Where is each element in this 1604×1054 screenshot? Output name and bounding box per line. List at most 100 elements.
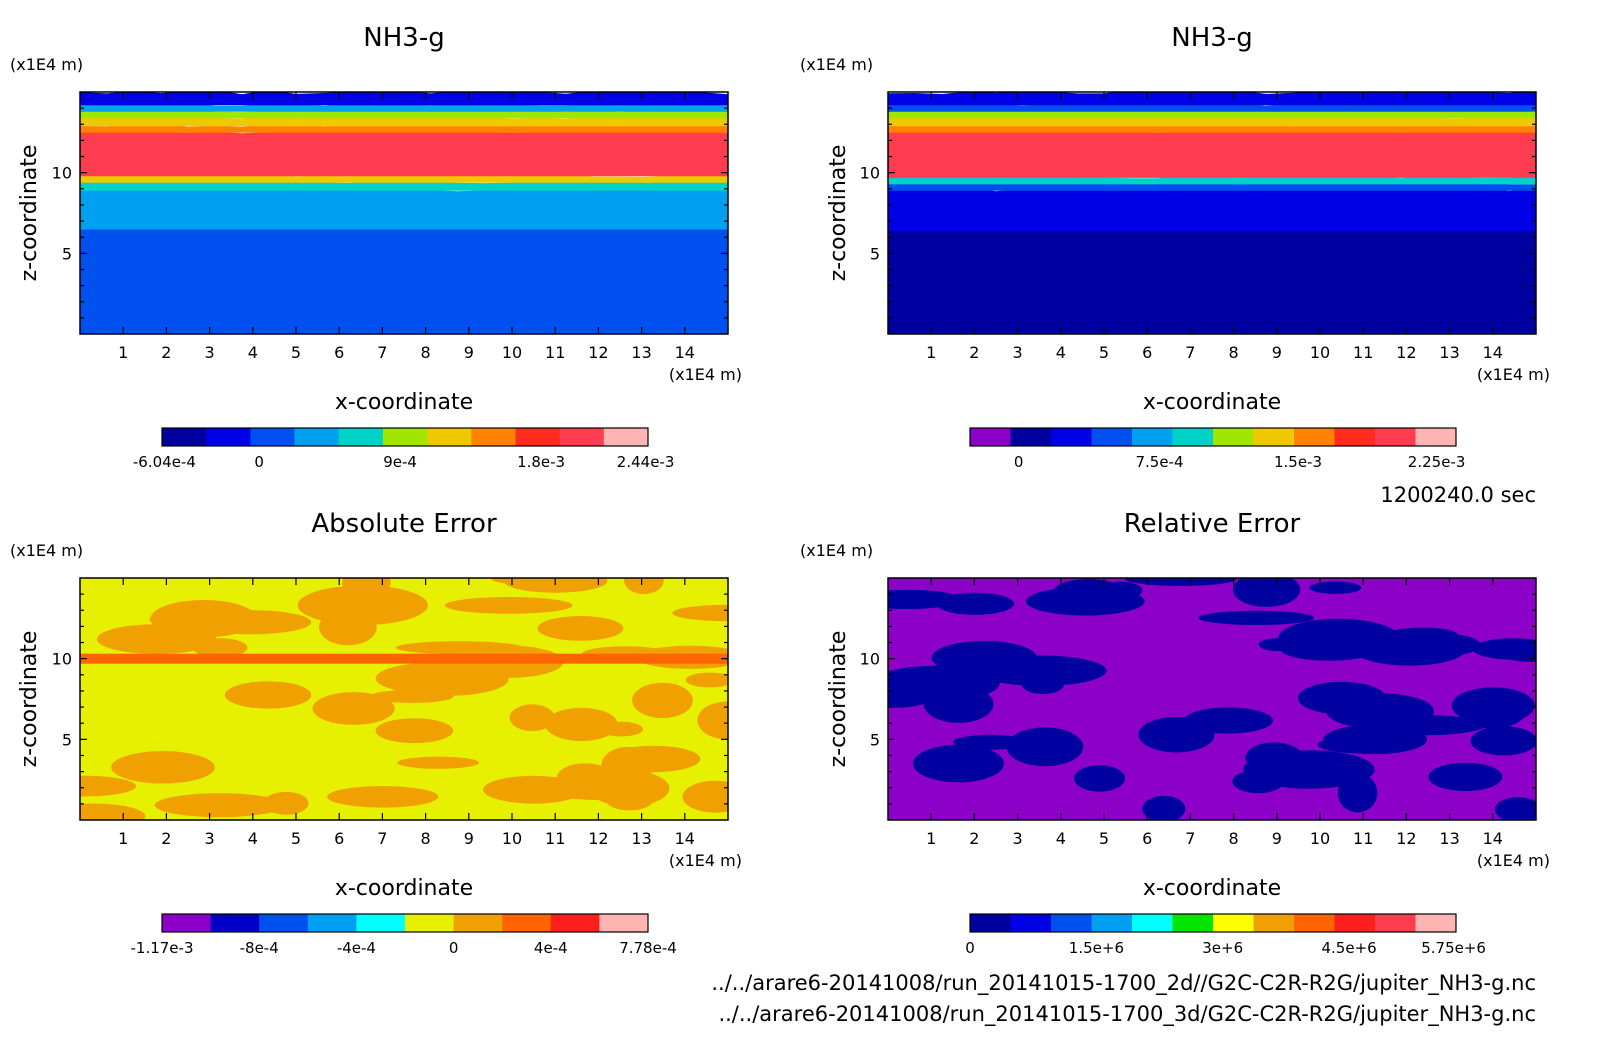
x-tick-label: 13 bbox=[631, 343, 651, 362]
contour-blob bbox=[537, 616, 624, 641]
contour-blob bbox=[96, 624, 216, 654]
x-tick-label: 13 bbox=[1439, 343, 1459, 362]
x-tick-label: 6 bbox=[334, 343, 344, 362]
colorbar-swatch bbox=[259, 914, 309, 932]
x-tick-label: 2 bbox=[161, 829, 171, 848]
contour-band bbox=[888, 229, 1536, 334]
colorbar-tick-label: -6.04e-4 bbox=[133, 453, 196, 471]
y-axis-label: z-coordinate bbox=[826, 145, 851, 282]
colorbar-swatch bbox=[1253, 428, 1295, 446]
x-tick-label: 3 bbox=[1013, 343, 1023, 362]
y-unit-label: (x1E4 m) bbox=[800, 541, 873, 560]
x-tick-label: 7 bbox=[1185, 829, 1195, 848]
colorbar-frame bbox=[161, 427, 649, 447]
colorbar-swatch bbox=[206, 428, 251, 446]
contour-blob bbox=[913, 744, 1004, 783]
contour-blob bbox=[312, 692, 395, 725]
x-tick-label: 5 bbox=[1099, 829, 1109, 848]
x-tick-label: 8 bbox=[1229, 829, 1239, 848]
x-unit-label: (x1E4 m) bbox=[669, 365, 742, 384]
contour-blob bbox=[327, 786, 439, 808]
x-unit-label: (x1E4 m) bbox=[1477, 365, 1550, 384]
contour-band bbox=[888, 92, 1536, 106]
plot-frame bbox=[79, 91, 729, 335]
colorbar-tick-label: 2.25e-3 bbox=[1408, 453, 1466, 471]
plot-frame bbox=[887, 577, 1537, 821]
colorbar-swatch bbox=[210, 914, 260, 932]
panel-nh3-g-2d: NH3-g (x1E4 m) z-coordinate 1 2 3 4 5 6 7 8 9 10 1… bbox=[10, 23, 742, 471]
heatmap-field bbox=[888, 578, 1536, 820]
plot-frame bbox=[79, 577, 729, 821]
x-tick-label: 2 bbox=[161, 343, 171, 362]
x-axis-label: x-coordinate bbox=[335, 390, 473, 415]
colorbar: 0 7.5e-4 1.5e-3 2.25e-3 bbox=[969, 427, 1466, 471]
contour-band bbox=[80, 101, 728, 112]
colorbar-swatch bbox=[970, 914, 1011, 932]
x-tick-label: 9 bbox=[464, 343, 474, 362]
x-tick-label: 1 bbox=[118, 829, 128, 848]
contour-blob bbox=[1138, 716, 1215, 753]
colorbar-swatch bbox=[1213, 428, 1254, 446]
colorbar-swatch bbox=[515, 428, 561, 446]
colorbar-swatch bbox=[1294, 914, 1335, 932]
colorbar-tick-label: 7.5e-4 bbox=[1135, 453, 1183, 471]
colorbar-swatch bbox=[1172, 914, 1214, 932]
y-axis-label: z-coordinate bbox=[826, 631, 851, 768]
contour-blob bbox=[509, 704, 555, 732]
colorbar-swatch bbox=[1415, 914, 1457, 932]
contour-blob bbox=[888, 670, 945, 708]
contour-blob bbox=[1373, 632, 1482, 658]
x-tick-label: 4 bbox=[1056, 829, 1066, 848]
colorbar-swatch bbox=[405, 914, 455, 932]
x-tick-label: 8 bbox=[421, 829, 431, 848]
contour-blob bbox=[1298, 681, 1386, 715]
contour-blob bbox=[931, 640, 1037, 675]
colorbar-swatch bbox=[1253, 914, 1295, 932]
file-path-3d: ../../arare6-20141008/run_20141015-1700_… bbox=[718, 1002, 1536, 1027]
time-label: 1200240.0 sec bbox=[1380, 483, 1536, 507]
colorbar-swatch bbox=[1294, 428, 1335, 446]
x-tick-label: 11 bbox=[545, 829, 565, 848]
colorbar-tick-label: -8e-4 bbox=[240, 939, 279, 957]
y-unit-label: (x1E4 m) bbox=[800, 55, 873, 74]
colorbar-swatch bbox=[1091, 428, 1133, 446]
colorbar-tick-label: 7.78e-4 bbox=[619, 939, 677, 957]
colorbar-swatch bbox=[599, 914, 649, 932]
colorbar-swatch bbox=[1334, 428, 1376, 446]
contour-blob bbox=[444, 597, 573, 614]
colorbar-tick-label: 1.5e+6 bbox=[1069, 939, 1124, 957]
contour-blob bbox=[1100, 581, 1143, 600]
contour-blob bbox=[1428, 762, 1503, 792]
colorbar-tick-label: 4.5e+6 bbox=[1321, 939, 1376, 957]
contour-blob bbox=[1243, 750, 1375, 789]
x-tick-label: 12 bbox=[1396, 343, 1416, 362]
x-tick-label: 14 bbox=[675, 829, 695, 848]
x-tick-label: 11 bbox=[1353, 343, 1373, 362]
x-tick-label: 3 bbox=[205, 829, 215, 848]
x-axis-label: x-coordinate bbox=[335, 876, 473, 901]
x-tick-label: 10 bbox=[1310, 343, 1330, 362]
contour-blob bbox=[154, 793, 285, 818]
x-tick-label: 14 bbox=[675, 343, 695, 362]
x-tick-label: 10 bbox=[502, 343, 522, 362]
contour-band bbox=[888, 128, 1536, 178]
x-tick-label: 7 bbox=[1185, 343, 1195, 362]
contour-blob bbox=[80, 775, 136, 797]
colorbar: 0 1.5e+6 3e+6 4.5e+6 5.75e+6 bbox=[965, 913, 1486, 957]
contour-blob bbox=[888, 589, 963, 609]
x-tick-label: 6 bbox=[1142, 829, 1152, 848]
colorbar-frame bbox=[969, 427, 1457, 447]
contour-band bbox=[80, 107, 728, 119]
contour-band bbox=[80, 653, 728, 664]
colorbar-swatch bbox=[970, 428, 1011, 446]
contour-blob bbox=[370, 689, 454, 703]
x-tick-label: 11 bbox=[545, 343, 565, 362]
x-tick-label: 2 bbox=[969, 343, 979, 362]
panel-title: NH3-g bbox=[363, 23, 444, 53]
colorbar-swatch bbox=[427, 428, 472, 446]
contour-blob bbox=[1309, 581, 1362, 594]
contour-blob bbox=[503, 578, 608, 593]
